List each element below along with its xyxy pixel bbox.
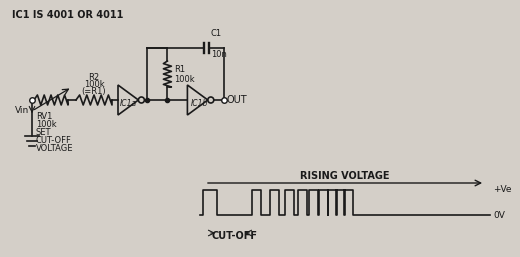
Text: (=R1): (=R1) xyxy=(82,87,106,96)
Text: 10n: 10n xyxy=(211,50,227,59)
Text: IC1 IS 4001 OR 4011: IC1 IS 4001 OR 4011 xyxy=(12,10,123,20)
Text: RISING VOLTAGE: RISING VOLTAGE xyxy=(300,171,390,181)
Text: 0V: 0V xyxy=(493,210,505,219)
Text: 100k: 100k xyxy=(84,80,105,89)
Text: CUT-OFF: CUT-OFF xyxy=(36,136,72,145)
Text: SET: SET xyxy=(36,128,51,137)
Text: +Ve: +Ve xyxy=(493,186,512,195)
Text: CUT-OFF: CUT-OFF xyxy=(212,231,258,241)
Text: 100k: 100k xyxy=(174,75,195,84)
Text: R2: R2 xyxy=(88,73,99,82)
Text: Vin: Vin xyxy=(15,106,29,115)
Text: 100k: 100k xyxy=(36,120,57,129)
Text: IC1b: IC1b xyxy=(191,99,208,108)
Text: C1: C1 xyxy=(211,29,222,38)
Text: VOLTAGE: VOLTAGE xyxy=(36,144,73,153)
Text: IC1a: IC1a xyxy=(120,99,137,108)
Text: OUT: OUT xyxy=(227,95,248,105)
Text: RV1: RV1 xyxy=(36,112,53,121)
Text: R1: R1 xyxy=(174,66,186,75)
